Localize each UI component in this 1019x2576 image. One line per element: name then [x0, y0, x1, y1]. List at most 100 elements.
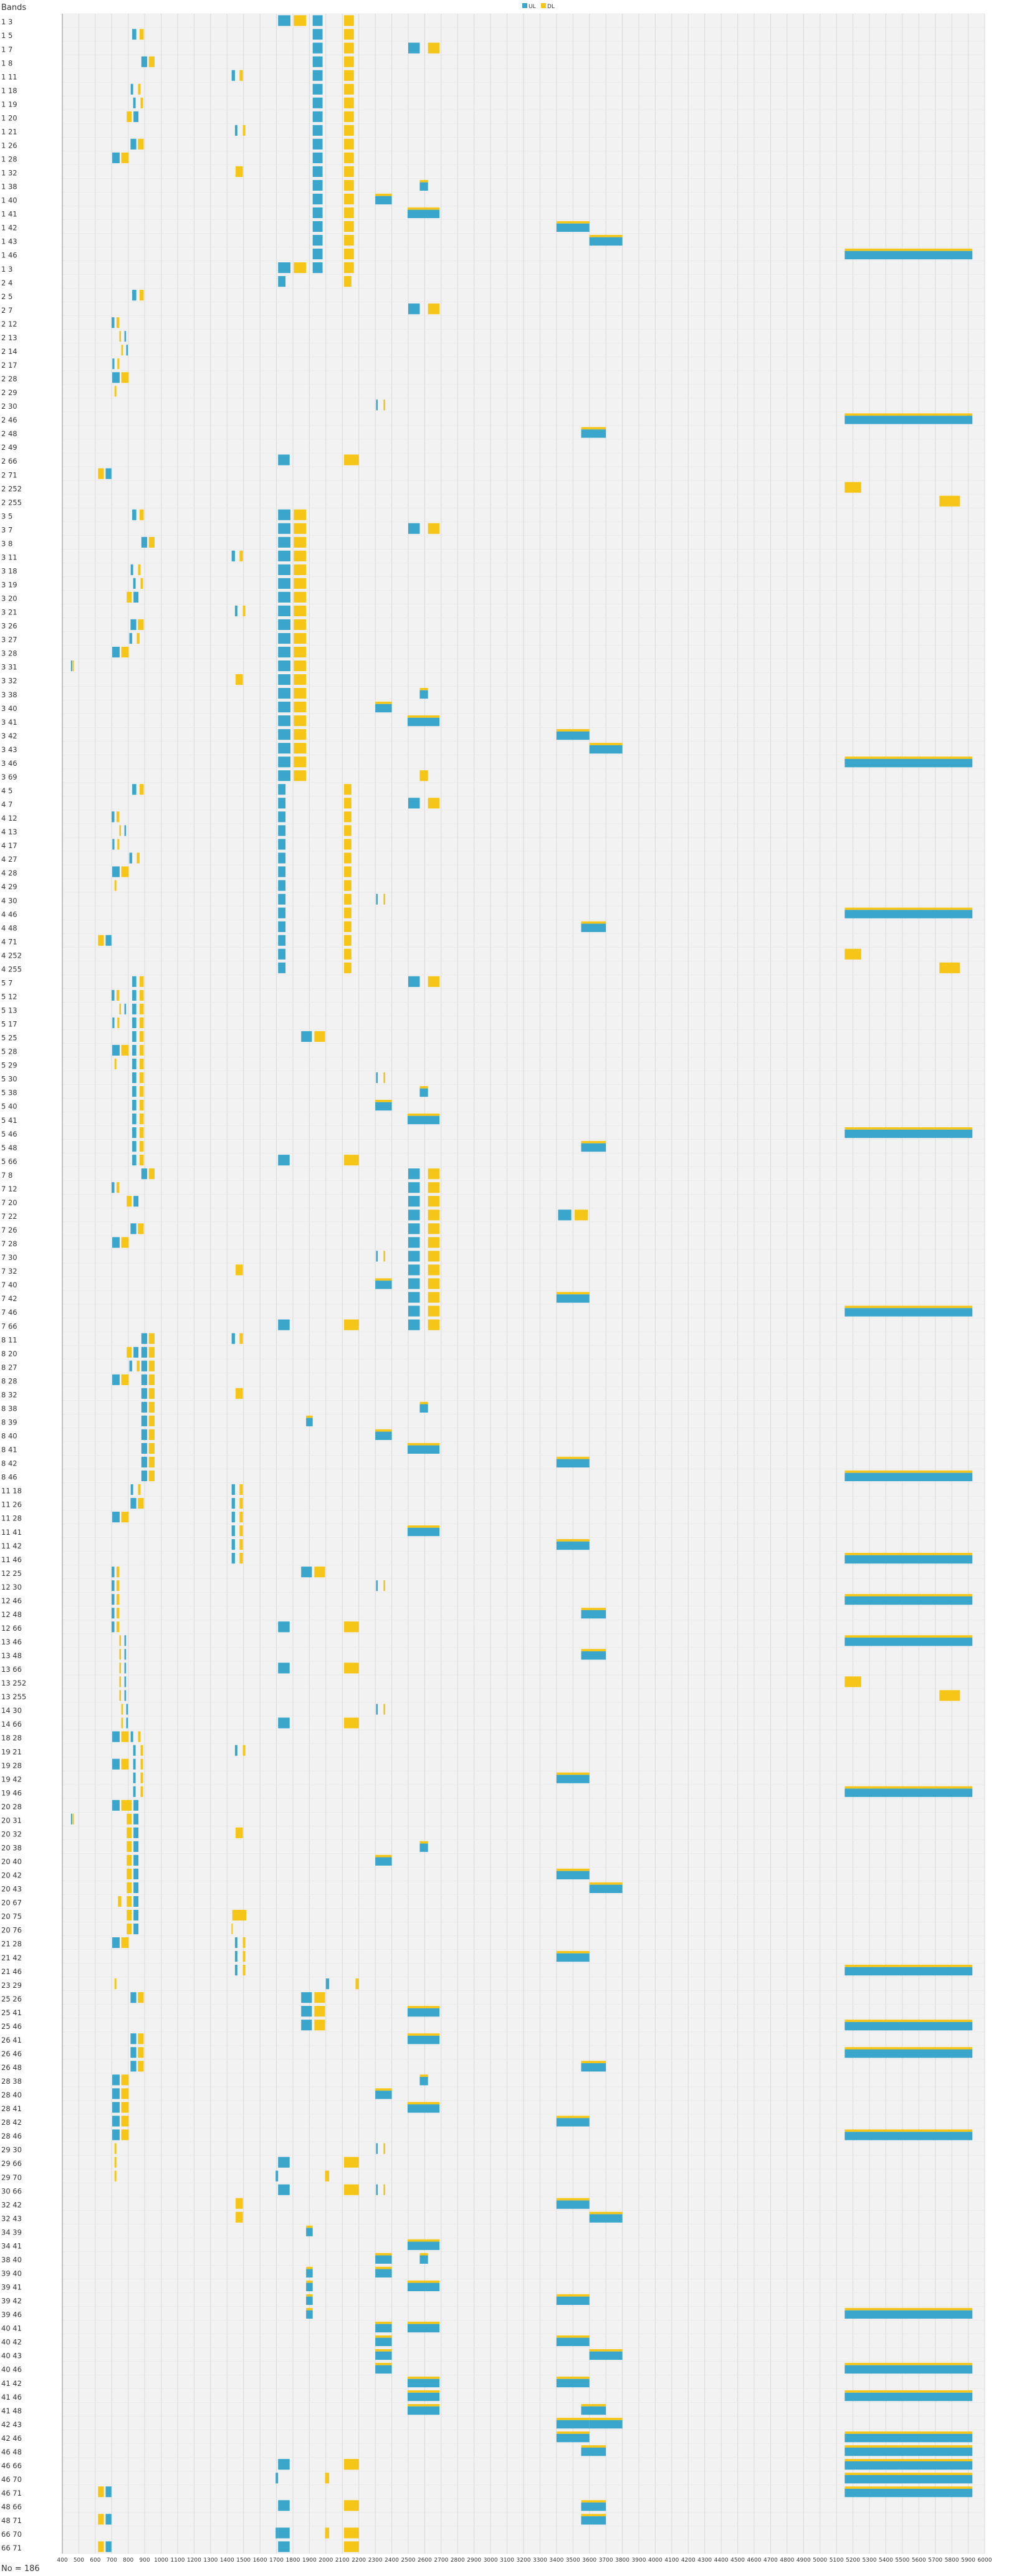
- band-3-dl-bar: [294, 15, 307, 26]
- row-label: 5 66: [1, 1157, 17, 1166]
- band-5-ul-bar: [132, 1072, 136, 1084]
- band-41-tdd-dl-bar: [407, 2280, 440, 2283]
- band-31-ul-bar: [70, 660, 72, 672]
- band-26-ul-bar: [130, 138, 136, 150]
- band-20-dl-bar: [127, 1923, 132, 1935]
- band-1-dl-bar: [343, 111, 354, 122]
- band-69-dl-bar: [419, 770, 428, 781]
- row-label: 25 41: [1, 2008, 22, 2017]
- row-label: 2 7: [1, 306, 12, 315]
- x-tick-label: 4800: [780, 2557, 794, 2564]
- band-28-ul-bar: [112, 372, 120, 383]
- band-46-tdd-dl-bar: [844, 2362, 973, 2365]
- band-38-tdd-dl-bar: [419, 2074, 428, 2077]
- band-38-tdd-ul-bar: [419, 1404, 428, 1413]
- band-46-tdd-dl-bar: [844, 2307, 973, 2311]
- row-label: 3 38: [1, 690, 17, 699]
- x-tick-label: 3000: [484, 2557, 498, 2564]
- row-label: 7 32: [1, 1267, 17, 1276]
- band-7-dl-bar: [428, 1305, 440, 1317]
- band-1-ul-bar: [312, 125, 323, 136]
- x-tick-label: 5600: [912, 2557, 926, 2564]
- band-25-ul-bar: [301, 2020, 312, 2031]
- band-40-tdd-dl-bar: [375, 2362, 392, 2365]
- band-30-ul-bar: [376, 1251, 378, 1262]
- row-label: 7 8: [1, 1171, 12, 1180]
- row-label: 12 46: [1, 1596, 22, 1605]
- band-21-dl-bar: [242, 1937, 246, 1949]
- band-41-tdd-ul-bar: [407, 2378, 440, 2388]
- band-48-tdd-dl-bar: [581, 2514, 606, 2517]
- row-label: 3 42: [1, 732, 17, 740]
- band-13-ul-bar: [124, 825, 127, 836]
- band-20-ul-bar: [133, 1841, 139, 1852]
- band-71-dl-bar: [98, 2541, 104, 2552]
- row-label: 2 12: [1, 320, 17, 328]
- x-tick-label: 5900: [961, 2557, 975, 2564]
- band-28-ul-bar: [112, 2088, 120, 2099]
- band-42-tdd-dl-bar: [556, 1292, 590, 1295]
- row-label: 7 20: [1, 1198, 17, 1207]
- row-label: 12 25: [1, 1569, 22, 1578]
- band-25-dl-bar: [314, 1031, 325, 1042]
- band-41-tdd-dl-bar: [407, 2006, 440, 2008]
- grid: [62, 13, 985, 2554]
- band-38-tdd-dl-bar: [419, 1401, 428, 1405]
- row-label: 39 40: [1, 2269, 22, 2278]
- row-label: 20 76: [1, 1926, 22, 1935]
- band-25-dl-bar: [314, 1567, 325, 1578]
- band-20-ul-bar: [133, 1909, 139, 1921]
- row-label: 26 46: [1, 2049, 22, 2058]
- band-31-dl-bar: [72, 660, 74, 672]
- row-label: 7 30: [1, 1253, 17, 1262]
- x-tick-label: 4900: [797, 2557, 811, 2564]
- band-26-dl-bar: [138, 619, 144, 631]
- band-4-ul-bar: [278, 825, 286, 836]
- x-tick-label: 4100: [664, 2557, 679, 2564]
- band-11-ul-bar: [231, 1333, 235, 1344]
- band-46-tdd-dl-bar: [844, 2390, 973, 2393]
- band-39-tdd-ul-bar: [306, 2269, 313, 2278]
- band-21-ul-bar: [234, 1965, 237, 1976]
- band-3-dl-bar: [294, 578, 307, 589]
- band-4-ul-bar: [278, 880, 286, 891]
- band-46-tdd-dl-bar: [844, 2047, 973, 2050]
- band-40-tdd-dl-bar: [375, 2253, 392, 2256]
- row-label: 8 38: [1, 1404, 17, 1413]
- band-17-dl-bar: [117, 1017, 120, 1028]
- band-5-ul-bar: [132, 1058, 136, 1070]
- row-label: 11 26: [1, 1500, 22, 1509]
- x-tick-label: 4700: [763, 2557, 778, 2564]
- row-label: 40 41: [1, 2324, 22, 2333]
- band-46-tdd-ul-bar: [844, 2392, 973, 2402]
- band-21-dl-bar: [242, 1950, 246, 1962]
- row-label: 4 71: [1, 937, 17, 946]
- band-5-dl-bar: [139, 29, 144, 40]
- band-5-ul-bar: [132, 1099, 136, 1111]
- row-label: 7 42: [1, 1294, 17, 1303]
- band-4-ul-bar: [278, 839, 286, 850]
- band-7-ul-bar: [408, 1305, 420, 1317]
- band-67-dl-bar: [118, 1896, 122, 1907]
- row-label: 5 38: [1, 1089, 17, 1097]
- x-tick-label: 2900: [467, 2557, 481, 2564]
- band-3-ul-bar: [278, 632, 291, 644]
- band-66-ul-bar: [278, 2459, 290, 2470]
- band-42-tdd-dl-bar: [556, 2418, 590, 2420]
- band-5-dl-bar: [139, 1044, 144, 1056]
- band-26-ul-bar: [130, 2047, 136, 2058]
- row-label: 1 21: [1, 127, 17, 136]
- row-label: 2 5: [1, 292, 12, 301]
- band-28-dl-bar: [121, 1511, 129, 1523]
- band-41-tdd-ul-bar: [407, 717, 440, 727]
- band-28-ul-bar: [112, 1044, 120, 1056]
- band-13-dl-bar: [119, 1690, 122, 1701]
- band-25-dl-bar: [314, 2020, 325, 2031]
- band-41-tdd-ul-bar: [407, 2283, 440, 2291]
- band-28-dl-bar: [121, 1937, 129, 1949]
- row-label: 25 46: [1, 2022, 22, 2031]
- band-28-ul-bar: [112, 1374, 120, 1385]
- legend-swatch: [522, 3, 527, 8]
- row-label: 12 66: [1, 1624, 22, 1633]
- row-label: 66 70: [1, 2530, 22, 2539]
